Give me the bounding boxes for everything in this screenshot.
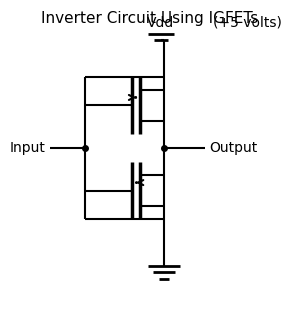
Text: Input: Input	[10, 141, 46, 155]
Text: Inverter Circuit Using IGFETs: Inverter Circuit Using IGFETs	[40, 11, 258, 26]
Text: Output: Output	[209, 141, 257, 155]
Text: Vdd: Vdd	[147, 16, 175, 30]
Text: (+5 volts): (+5 volts)	[213, 16, 282, 30]
